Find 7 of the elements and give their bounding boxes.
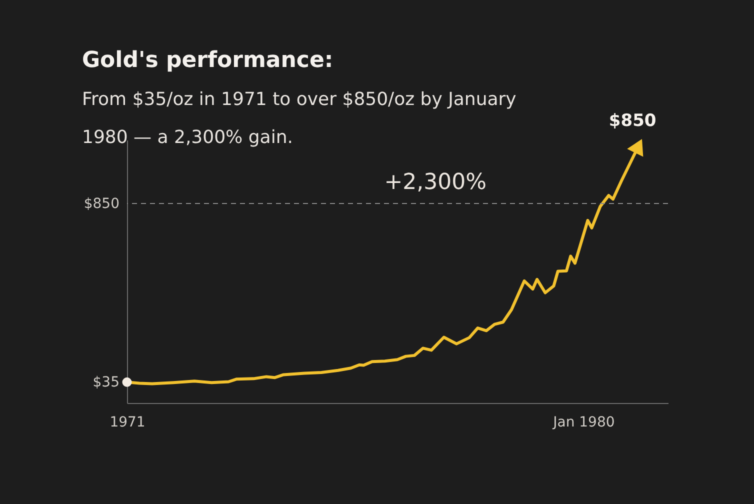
annotation: $850	[608, 110, 656, 131]
x-tick-label: 1971	[110, 414, 146, 430]
chart-title: Gold's performance:	[82, 48, 334, 73]
y-tick-label: $35	[92, 374, 120, 391]
x-tick-label: Jan 1980	[552, 414, 615, 430]
annotation: +2,300%	[384, 170, 487, 196]
chart-subtitle: From $35/oz in 1971 to over $850/oz by January 1980 — a 2,300% gain.	[82, 88, 518, 150]
